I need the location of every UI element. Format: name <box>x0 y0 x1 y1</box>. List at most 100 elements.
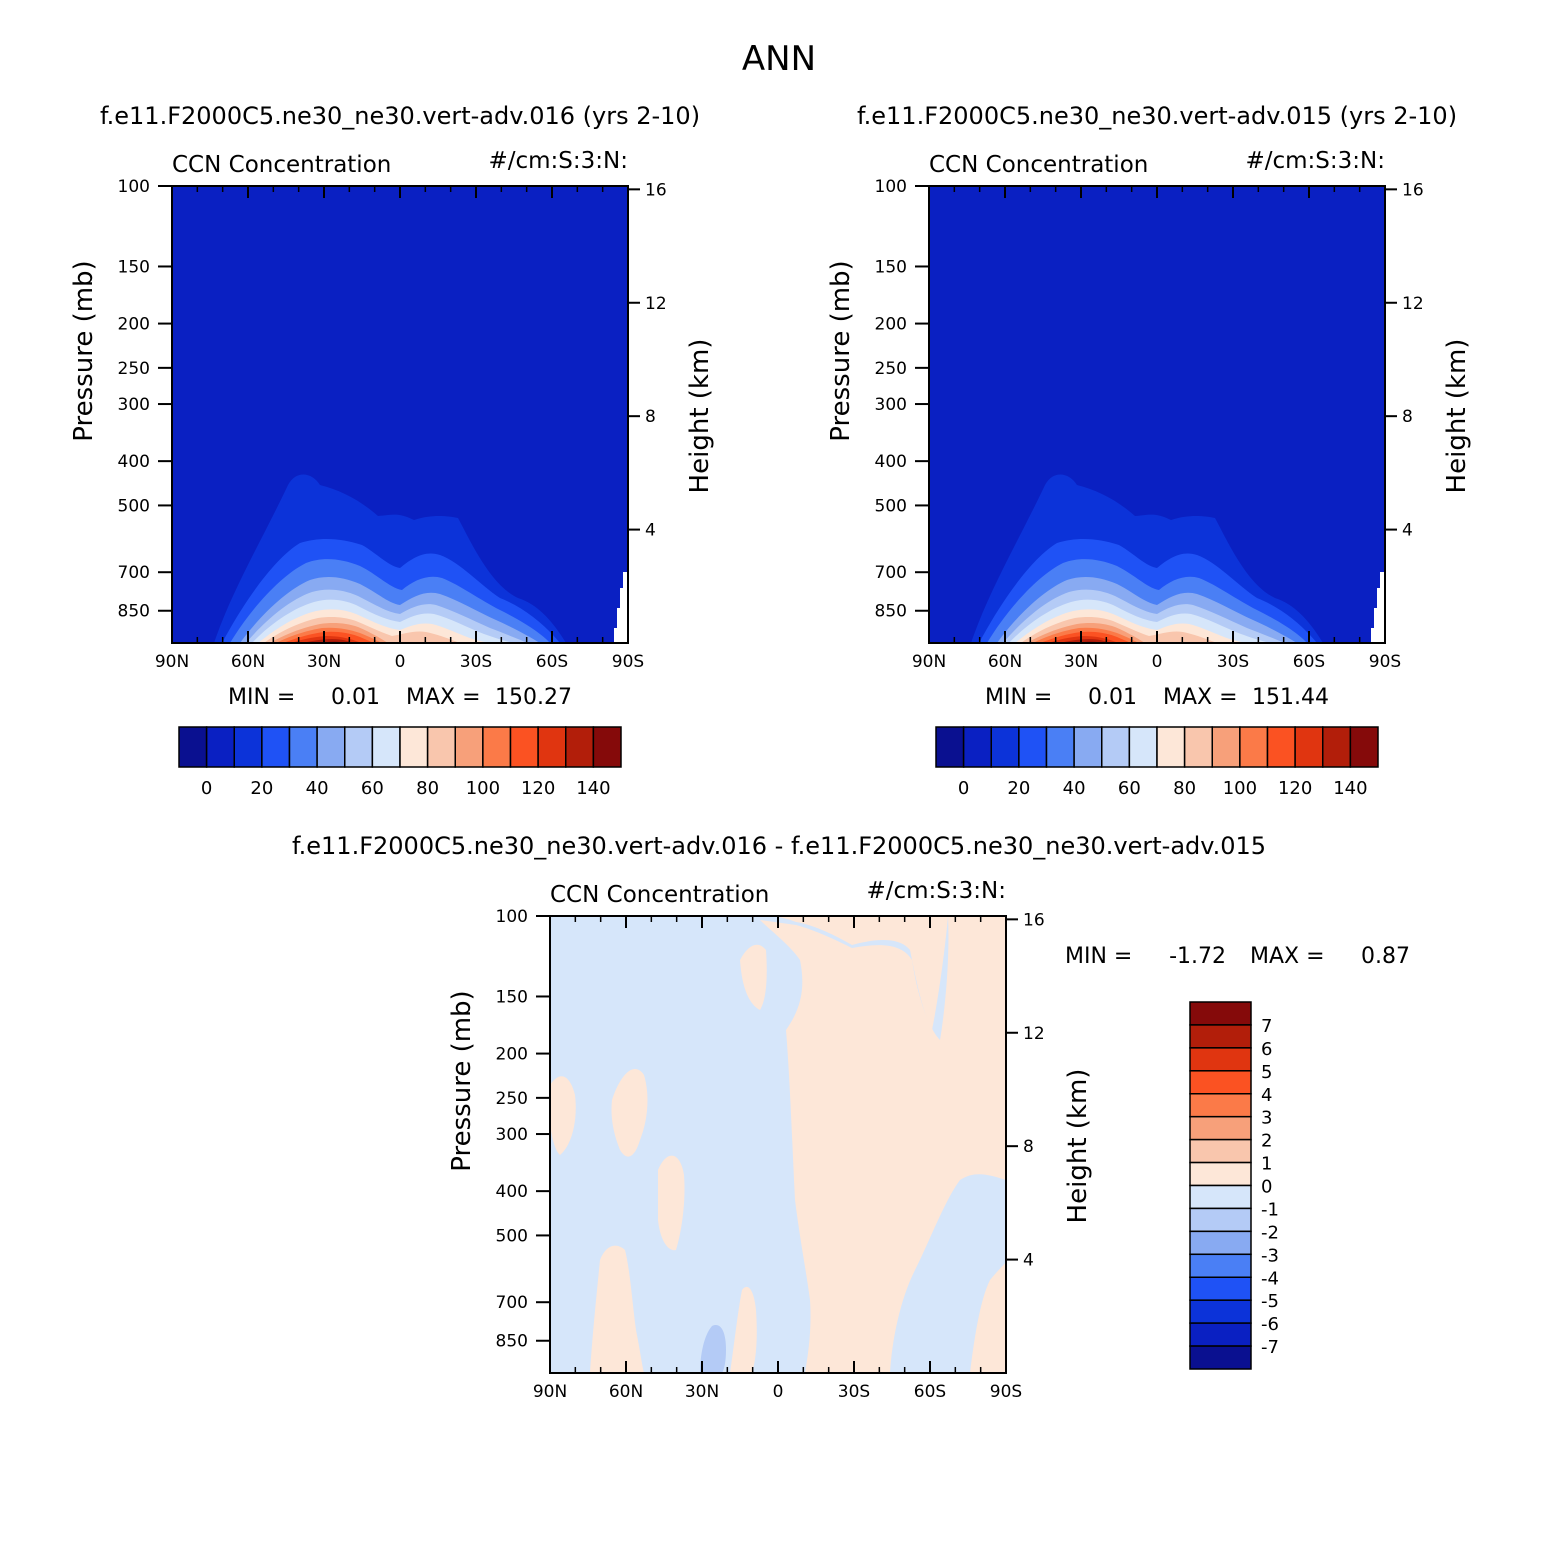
colorbar-label: 60 <box>1118 778 1141 799</box>
colorbar-swatch <box>1266 726 1296 768</box>
colorbar-label: 4 <box>1261 1085 1272 1106</box>
panel-diff-min-value: -1.72 <box>1169 944 1226 969</box>
colorbar-label: 80 <box>1173 778 1196 799</box>
colorbar-swatch <box>1189 1207 1252 1233</box>
x-tick-label: 60N <box>609 1382 643 1402</box>
colorbar-swatch <box>1189 1299 1252 1324</box>
colorbar-swatch <box>1189 1047 1252 1072</box>
colorbar-label: 120 <box>521 778 555 799</box>
x-tick-label: 90S <box>612 652 644 672</box>
panel-diff-case-title: f.e11.F2000C5.ne30_ne30.vert-adv.016 - f… <box>292 832 1266 860</box>
y-tick-label: 300 <box>875 395 907 415</box>
y-right-tick-label: 8 <box>645 407 656 427</box>
panel-a-max-label: MAX = <box>406 685 481 710</box>
colorbar-swatch <box>1073 726 1103 768</box>
y-tick-label: 700 <box>118 563 150 583</box>
panel-diff-positive-region-left <box>550 1076 576 1155</box>
y-tick-label: 250 <box>496 1089 528 1109</box>
colorbar-label: -1 <box>1261 1199 1279 1220</box>
x-tick-label: 60S <box>536 652 568 672</box>
y-tick-label: 400 <box>118 452 150 472</box>
y-tick-label: 250 <box>118 359 150 379</box>
panel-b-min-label: MIN = <box>985 685 1052 710</box>
x-tick-label: 90N <box>155 652 189 672</box>
y-tick-label: 100 <box>875 177 907 197</box>
x-tick-label: 90N <box>912 652 946 672</box>
panel-diff-contour-field <box>550 916 1006 1373</box>
panel-b-contour-field <box>929 186 1385 643</box>
colorbar-label: 120 <box>1278 778 1312 799</box>
y-tick-label: 300 <box>118 395 150 415</box>
panel-b-max-value: 151.44 <box>1252 685 1329 710</box>
panel-b-axes: 90N 60N 30N 0 30S 60S 90S 100 150 200 250 300 400 500… <box>826 177 1472 672</box>
colorbar-swatch <box>1189 1024 1252 1049</box>
y-right-tick-label: 16 <box>645 180 667 200</box>
panel-a-max-value: 150.27 <box>495 685 572 710</box>
x-tick-label: 30S <box>460 652 492 672</box>
colorbar-swatch <box>537 726 567 768</box>
colorbar-swatch <box>233 726 263 768</box>
panel-a-units-label: #/cm:S:3:N: <box>488 148 628 174</box>
colorbar-swatch <box>178 726 208 768</box>
colorbar-label: 20 <box>1007 778 1030 799</box>
panel-a-missing-data-region <box>614 572 628 643</box>
colorbar-swatch <box>399 726 429 768</box>
x-tick-label: 30S <box>838 1382 870 1402</box>
panel-b-missing-data-region <box>1371 572 1385 643</box>
y-tick-label: 500 <box>875 496 907 516</box>
x-tick-label: 60N <box>988 652 1022 672</box>
panel-b-colorbar: 0 20 40 60 80 100 120 140 <box>935 726 1379 799</box>
panel-b-variable-label: CCN Concentration <box>929 152 1148 178</box>
panel-diff-positive-region-10s <box>808 1299 834 1373</box>
x-tick-label: 30N <box>685 1382 719 1402</box>
y-axis-label: Pressure (mb) <box>826 260 856 441</box>
colorbar-swatch <box>1045 726 1075 768</box>
colorbar-label: 0 <box>1261 1177 1272 1198</box>
colorbar-swatch <box>1183 726 1213 768</box>
colorbar-swatch <box>1211 726 1241 768</box>
y-tick-label: 250 <box>875 359 907 379</box>
colorbar-label: 7 <box>1261 1016 1272 1037</box>
y-right-tick-label: 4 <box>1023 1251 1034 1271</box>
y-tick-label: 400 <box>875 452 907 472</box>
colorbar-swatch <box>344 726 374 768</box>
panel-diff-positive-region-30n <box>658 1155 685 1251</box>
colorbar-swatch <box>1189 1161 1252 1187</box>
y-tick-label: 150 <box>118 257 150 277</box>
colorbar-swatch <box>1189 1184 1252 1210</box>
x-tick-label: 30S <box>1217 652 1249 672</box>
x-tick-label: 90S <box>990 1382 1022 1402</box>
y-right-tick-label: 12 <box>645 294 667 314</box>
y-right-tick-label: 12 <box>1023 1024 1045 1044</box>
panel-difference: f.e11.F2000C5.ne30_ne30.vert-adv.016 - f… <box>292 832 1410 1402</box>
panel-case-b: f.e11.F2000C5.ne30_ne30.vert-adv.015 (yr… <box>826 102 1472 799</box>
colorbar-swatch <box>1239 726 1269 768</box>
panel-diff-max-label: MAX = <box>1250 944 1325 969</box>
x-tick-label: 60N <box>231 652 265 672</box>
panel-a-min-value: 0.01 <box>331 685 380 710</box>
panel-diff-positive-region-high <box>970 1262 1006 1373</box>
panel-diff-max-value: 0.87 <box>1361 944 1410 969</box>
y-tick-label: 150 <box>496 987 528 1007</box>
colorbar-swatch <box>1189 1093 1252 1118</box>
colorbar-label: 140 <box>576 778 610 799</box>
x-tick-label: 0 <box>773 1382 784 1402</box>
y-tick-label: 850 <box>875 602 907 622</box>
x-tick-label: 0 <box>1152 652 1163 672</box>
colorbar-swatch <box>990 726 1020 768</box>
x-tick-label: 30N <box>307 652 341 672</box>
x-tick-label: 30N <box>1064 652 1098 672</box>
y-right-tick-label: 16 <box>1402 180 1424 200</box>
y-right-axis-label: Height (km) <box>1063 1069 1093 1224</box>
colorbar-label: 3 <box>1261 1108 1272 1129</box>
panel-diff-positive-region-eq <box>730 1286 757 1373</box>
colorbar-swatch <box>1101 726 1131 768</box>
x-tick-label: 60S <box>1293 652 1325 672</box>
colorbar-label: -7 <box>1261 1337 1279 1358</box>
colorbar-swatch <box>1189 1322 1252 1347</box>
panel-diff-axes: 90N 60N 30N 0 30S 60S 90S 100 150 200 250 300 400 500… <box>447 907 1093 1402</box>
colorbar-label: 80 <box>416 778 439 799</box>
x-tick-label: 90N <box>533 1382 567 1402</box>
